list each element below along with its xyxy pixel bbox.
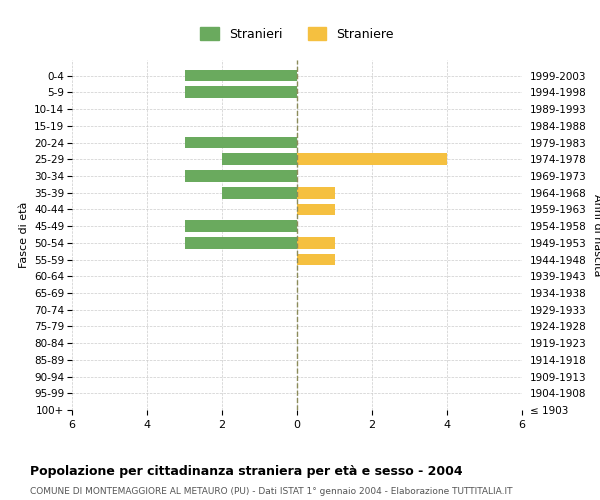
Bar [185,170,297,182]
Text: Popolazione per cittadinanza straniera per età e sesso - 2004: Popolazione per cittadinanza straniera p… [30,465,463,478]
Legend: Stranieri, Straniere: Stranieri, Straniere [194,20,400,47]
Bar [185,136,297,148]
Bar [185,237,297,248]
Y-axis label: Fasce di età: Fasce di età [19,202,29,268]
Text: COMUNE DI MONTEMAGGIORE AL METAURO (PU) - Dati ISTAT 1° gennaio 2004 - Elaborazi: COMUNE DI MONTEMAGGIORE AL METAURO (PU) … [30,488,512,496]
Bar [185,70,297,82]
Bar [297,204,335,215]
Bar [185,86,297,98]
Bar [222,154,297,165]
Bar [297,187,335,198]
Bar [297,154,447,165]
Bar [297,237,335,248]
Bar [297,254,335,266]
Bar [185,220,297,232]
Bar [222,187,297,198]
Y-axis label: Anni di nascita: Anni di nascita [592,194,600,276]
